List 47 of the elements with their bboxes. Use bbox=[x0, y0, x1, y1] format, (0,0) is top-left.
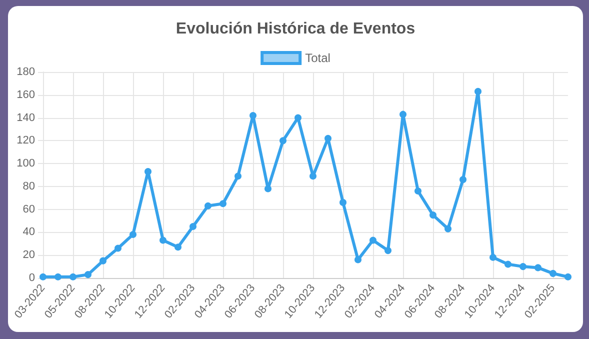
point bbox=[54, 273, 62, 280]
point bbox=[130, 231, 136, 238]
point bbox=[354, 256, 362, 264]
point bbox=[414, 188, 422, 195]
point bbox=[144, 168, 152, 176]
point bbox=[204, 202, 212, 210]
point bbox=[444, 225, 452, 232]
chart-title: Evolución Histórica de Eventos bbox=[176, 20, 416, 38]
y-tick-label: 160 bbox=[16, 88, 35, 101]
point bbox=[100, 257, 106, 264]
point bbox=[220, 200, 226, 208]
y-tick-label: 80 bbox=[22, 180, 35, 192]
y-tick-label: 60 bbox=[22, 203, 35, 216]
point bbox=[460, 176, 466, 184]
point bbox=[370, 236, 376, 244]
point bbox=[264, 185, 272, 192]
point bbox=[504, 260, 512, 268]
point bbox=[310, 172, 316, 180]
point bbox=[564, 273, 572, 280]
point bbox=[280, 137, 286, 144]
point bbox=[474, 88, 482, 95]
point bbox=[324, 134, 332, 142]
point bbox=[250, 112, 256, 119]
point bbox=[490, 254, 496, 261]
y-tick-label: 140 bbox=[16, 112, 35, 124]
point bbox=[294, 114, 302, 122]
point bbox=[384, 247, 392, 254]
point bbox=[70, 273, 76, 280]
point bbox=[190, 223, 196, 230]
y-tick-label: 100 bbox=[16, 158, 35, 170]
y-tick-label: 20 bbox=[22, 249, 35, 262]
point bbox=[84, 271, 92, 278]
point bbox=[520, 263, 526, 270]
point bbox=[550, 270, 556, 277]
point bbox=[160, 236, 166, 244]
point bbox=[114, 244, 122, 252]
y-tick-label: 0 bbox=[28, 272, 35, 284]
point bbox=[340, 198, 346, 206]
point bbox=[534, 264, 542, 272]
y-tick-label: 120 bbox=[16, 134, 35, 147]
y-tick-label: 180 bbox=[16, 66, 35, 78]
point bbox=[174, 244, 182, 251]
point bbox=[234, 172, 242, 180]
point bbox=[430, 212, 436, 219]
legend-label: Total bbox=[305, 51, 330, 65]
y-tick-label: 40 bbox=[22, 226, 35, 238]
point bbox=[400, 110, 406, 118]
